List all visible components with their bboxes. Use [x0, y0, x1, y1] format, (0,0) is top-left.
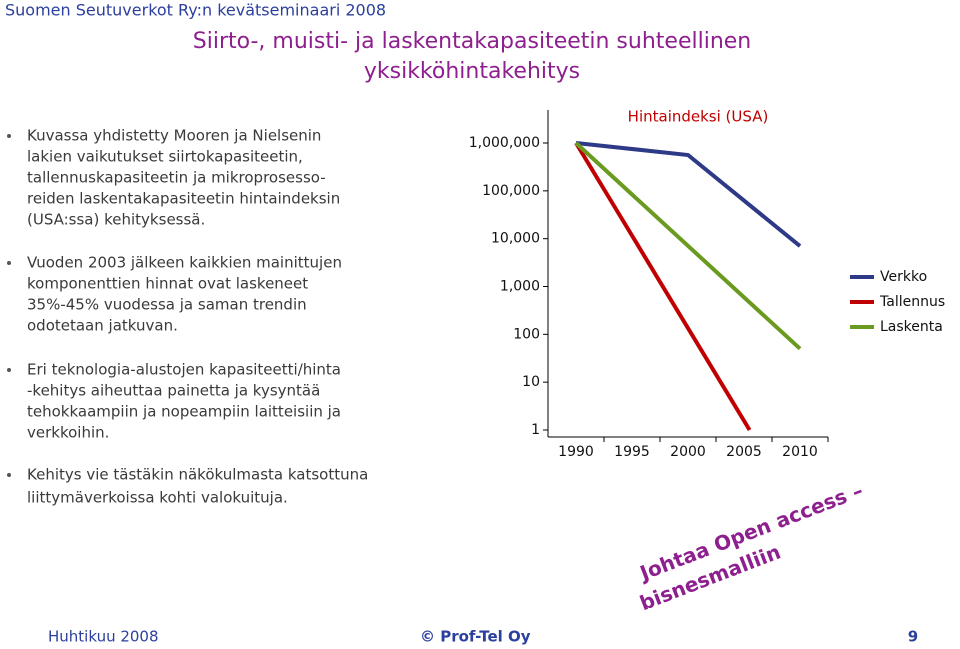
legend-label: Tallennus	[879, 294, 945, 310]
bullet-text: (USA:ssa) kehityksessä.	[27, 211, 205, 229]
footer-date: Huhtikuu 2008	[48, 628, 159, 646]
bullet-text: Kehitys vie tästäkin näkökulmasta katsot…	[27, 466, 368, 484]
series-line	[574, 141, 752, 432]
bullet-dot	[7, 473, 11, 477]
y-tick-label: 1	[531, 422, 540, 438]
header: Suomen Seutuverkot Ry:n kevätseminaari 2…	[5, 1, 386, 20]
y-tick-label: 100	[513, 326, 540, 342]
x-tick-label: 2010	[782, 444, 818, 460]
footer-company: © Prof-Tel Oy	[420, 628, 531, 646]
bullet-dot	[7, 261, 11, 265]
x-tick-label: 1995	[614, 444, 650, 460]
bullet-text: lakien vaikutukset siirtokapasiteetin,	[27, 148, 303, 166]
y-tick-label: 10	[522, 374, 540, 390]
y-tick-label: 100,000	[482, 183, 540, 199]
bullet-dot	[7, 368, 11, 372]
chart-title: Hintaindeksi (USA)	[628, 108, 769, 126]
bullet-text: reiden laskentakapasiteetin hintaindeksi…	[27, 190, 340, 208]
legend-label: Verkko	[880, 269, 927, 285]
title: yksikköhintakehitys	[364, 59, 580, 84]
bullet-text: -kehitys aiheuttaa painetta ja kysyntää	[27, 382, 320, 400]
legend-label: Laskenta	[880, 319, 943, 335]
y-tick-label: 1,000	[500, 279, 540, 295]
y-tick-label: 10,000	[491, 231, 540, 247]
y-tick-label: 1,000,000	[469, 135, 540, 151]
x-tick-label: 2005	[726, 444, 762, 460]
bullet-text: tallennuskapasiteetin ja mikroprosesso-	[27, 169, 326, 187]
bullet-text: Vuoden 2003 jälkeen kaikkien mainittujen	[27, 254, 342, 272]
x-tick-label: 2000	[670, 444, 706, 460]
bullet-text: odotetaan jatkuvan.	[27, 317, 178, 335]
bullet-text: Kuvassa yhdistetty Mooren ja Nielsenin	[27, 127, 321, 145]
x-tick-label: 1990	[558, 444, 594, 460]
bullet-text: 35%-45% vuodessa ja saman trendin	[27, 296, 307, 314]
title: Siirto-, muisti- ja laskentakapasiteetin…	[193, 29, 752, 54]
bullet-text: tehokkaampiin ja nopeampiin laitteisiin …	[27, 403, 341, 421]
bullet-text: liittymäverkoissa kohti valokuituja.	[27, 489, 288, 507]
bullet-text: komponenttien hinnat ovat laskeneet	[27, 275, 308, 293]
page-number: 9	[908, 628, 918, 646]
bullet-text: verkkoihin.	[27, 424, 109, 442]
bullet-text: Eri teknologia-alustojen kapasiteetti/hi…	[27, 361, 341, 379]
bullet-dot	[7, 134, 11, 138]
series-line	[574, 141, 802, 351]
series-line	[575, 141, 802, 248]
